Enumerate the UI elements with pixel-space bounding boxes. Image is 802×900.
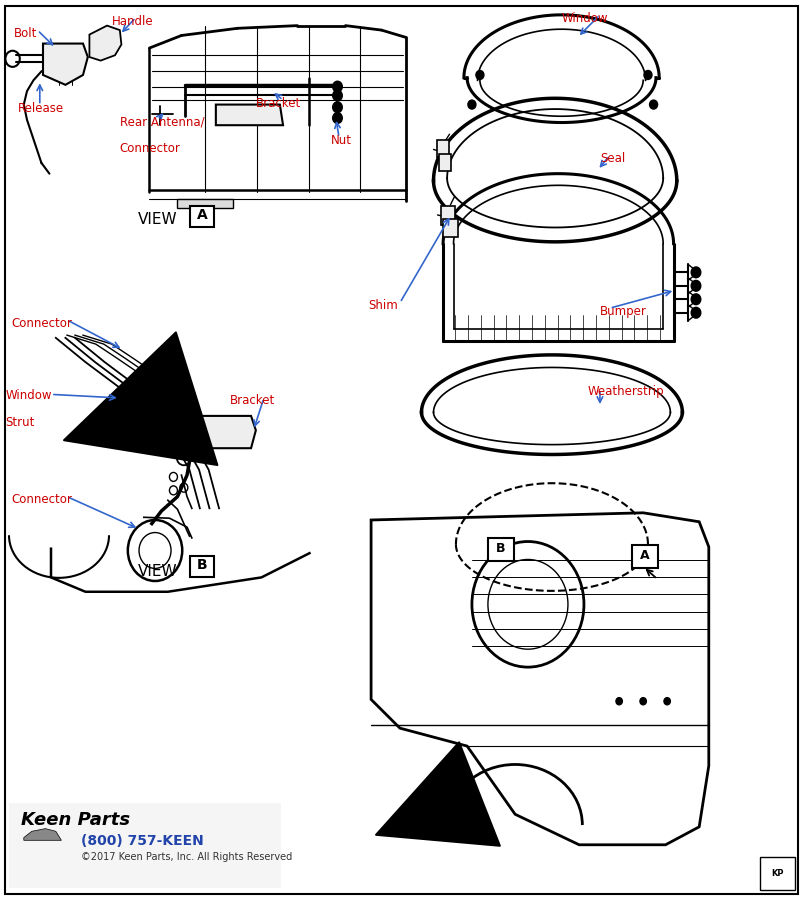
Circle shape [691, 307, 700, 318]
FancyBboxPatch shape [190, 206, 214, 228]
FancyBboxPatch shape [190, 556, 214, 578]
Text: FRT: FRT [98, 428, 129, 443]
Text: Shim: Shim [367, 300, 397, 312]
Circle shape [332, 90, 342, 101]
Text: B: B [196, 558, 207, 572]
FancyBboxPatch shape [759, 858, 794, 889]
Text: Weatherstrip: Weatherstrip [586, 385, 663, 399]
Text: Bracket: Bracket [229, 394, 274, 408]
Text: Nut: Nut [330, 134, 351, 148]
Circle shape [691, 281, 700, 292]
Text: Connector: Connector [11, 493, 71, 506]
Text: Strut: Strut [6, 416, 34, 429]
Bar [443, 219, 457, 238]
Circle shape [649, 100, 657, 109]
Text: Rear Antenna/: Rear Antenna/ [119, 115, 205, 129]
Text: VIEW: VIEW [137, 564, 176, 579]
Circle shape [663, 698, 670, 705]
Circle shape [691, 294, 700, 304]
Text: Connector: Connector [119, 142, 180, 156]
Text: FRT: FRT [405, 824, 435, 840]
Polygon shape [177, 199, 233, 208]
Text: Bolt: Bolt [14, 26, 37, 40]
Polygon shape [89, 25, 121, 60]
Circle shape [639, 698, 646, 705]
Text: Window: Window [561, 13, 607, 25]
FancyBboxPatch shape [488, 538, 513, 562]
Text: A: A [196, 208, 208, 222]
Text: ©2017 Keen Parts, Inc. All Rights Reserved: ©2017 Keen Parts, Inc. All Rights Reserv… [81, 852, 292, 862]
Circle shape [332, 112, 342, 123]
Polygon shape [24, 829, 61, 841]
Text: Keen Parts: Keen Parts [22, 811, 131, 829]
Text: Bumper: Bumper [599, 304, 646, 318]
Text: Connector: Connector [11, 317, 71, 330]
Polygon shape [43, 43, 87, 85]
Text: Window: Window [6, 389, 52, 402]
Circle shape [691, 267, 700, 278]
Bar [436, 140, 448, 157]
Bar [10, 803, 282, 887]
Text: Release: Release [18, 102, 63, 115]
Text: (800) 757-KEEN: (800) 757-KEEN [81, 834, 204, 848]
Bar [439, 154, 451, 171]
Circle shape [615, 698, 622, 705]
Text: VIEW: VIEW [137, 212, 176, 227]
Bar [440, 206, 455, 225]
Text: Bracket: Bracket [256, 97, 301, 111]
Text: A: A [639, 549, 649, 562]
Text: B: B [496, 542, 504, 555]
Text: Seal: Seal [599, 152, 625, 165]
Circle shape [468, 100, 476, 109]
Text: Handle: Handle [111, 14, 153, 28]
Polygon shape [216, 104, 283, 125]
Circle shape [476, 70, 484, 79]
FancyBboxPatch shape [631, 545, 657, 569]
Polygon shape [200, 416, 256, 448]
Circle shape [643, 70, 651, 79]
Circle shape [332, 102, 342, 112]
Text: KP: KP [771, 869, 783, 878]
Circle shape [332, 81, 342, 92]
